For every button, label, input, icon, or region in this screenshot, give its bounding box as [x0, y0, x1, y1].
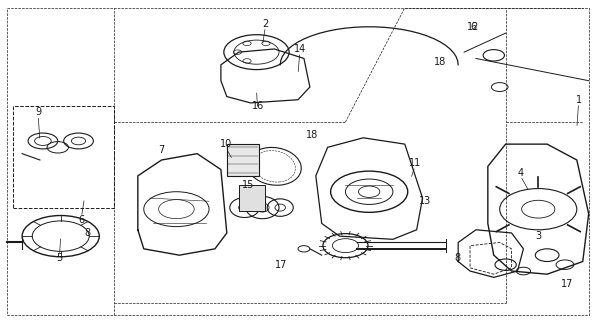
Text: 18: 18: [306, 130, 318, 140]
Text: 6: 6: [79, 215, 85, 225]
Text: 9: 9: [35, 108, 41, 117]
Text: 12: 12: [467, 22, 480, 32]
Text: 5: 5: [57, 253, 63, 263]
Text: 6: 6: [470, 22, 476, 32]
Text: 8: 8: [85, 228, 91, 238]
Text: 11: 11: [409, 158, 421, 168]
Text: 15: 15: [242, 180, 254, 190]
Text: 4: 4: [517, 168, 523, 178]
Text: 7: 7: [159, 146, 164, 156]
Text: 17: 17: [561, 279, 573, 289]
Text: 13: 13: [420, 196, 432, 206]
Bar: [13, 106, 114, 208]
Bar: [227, 144, 259, 176]
Text: 1: 1: [576, 95, 582, 105]
Text: 8: 8: [454, 253, 460, 263]
Text: 17: 17: [275, 260, 288, 270]
Text: 14: 14: [294, 44, 306, 54]
Text: 2: 2: [262, 19, 268, 28]
Text: 3: 3: [535, 231, 541, 241]
Text: 18: 18: [434, 57, 446, 67]
Bar: [238, 185, 265, 211]
Text: 10: 10: [219, 139, 232, 149]
Text: 16: 16: [252, 101, 264, 111]
